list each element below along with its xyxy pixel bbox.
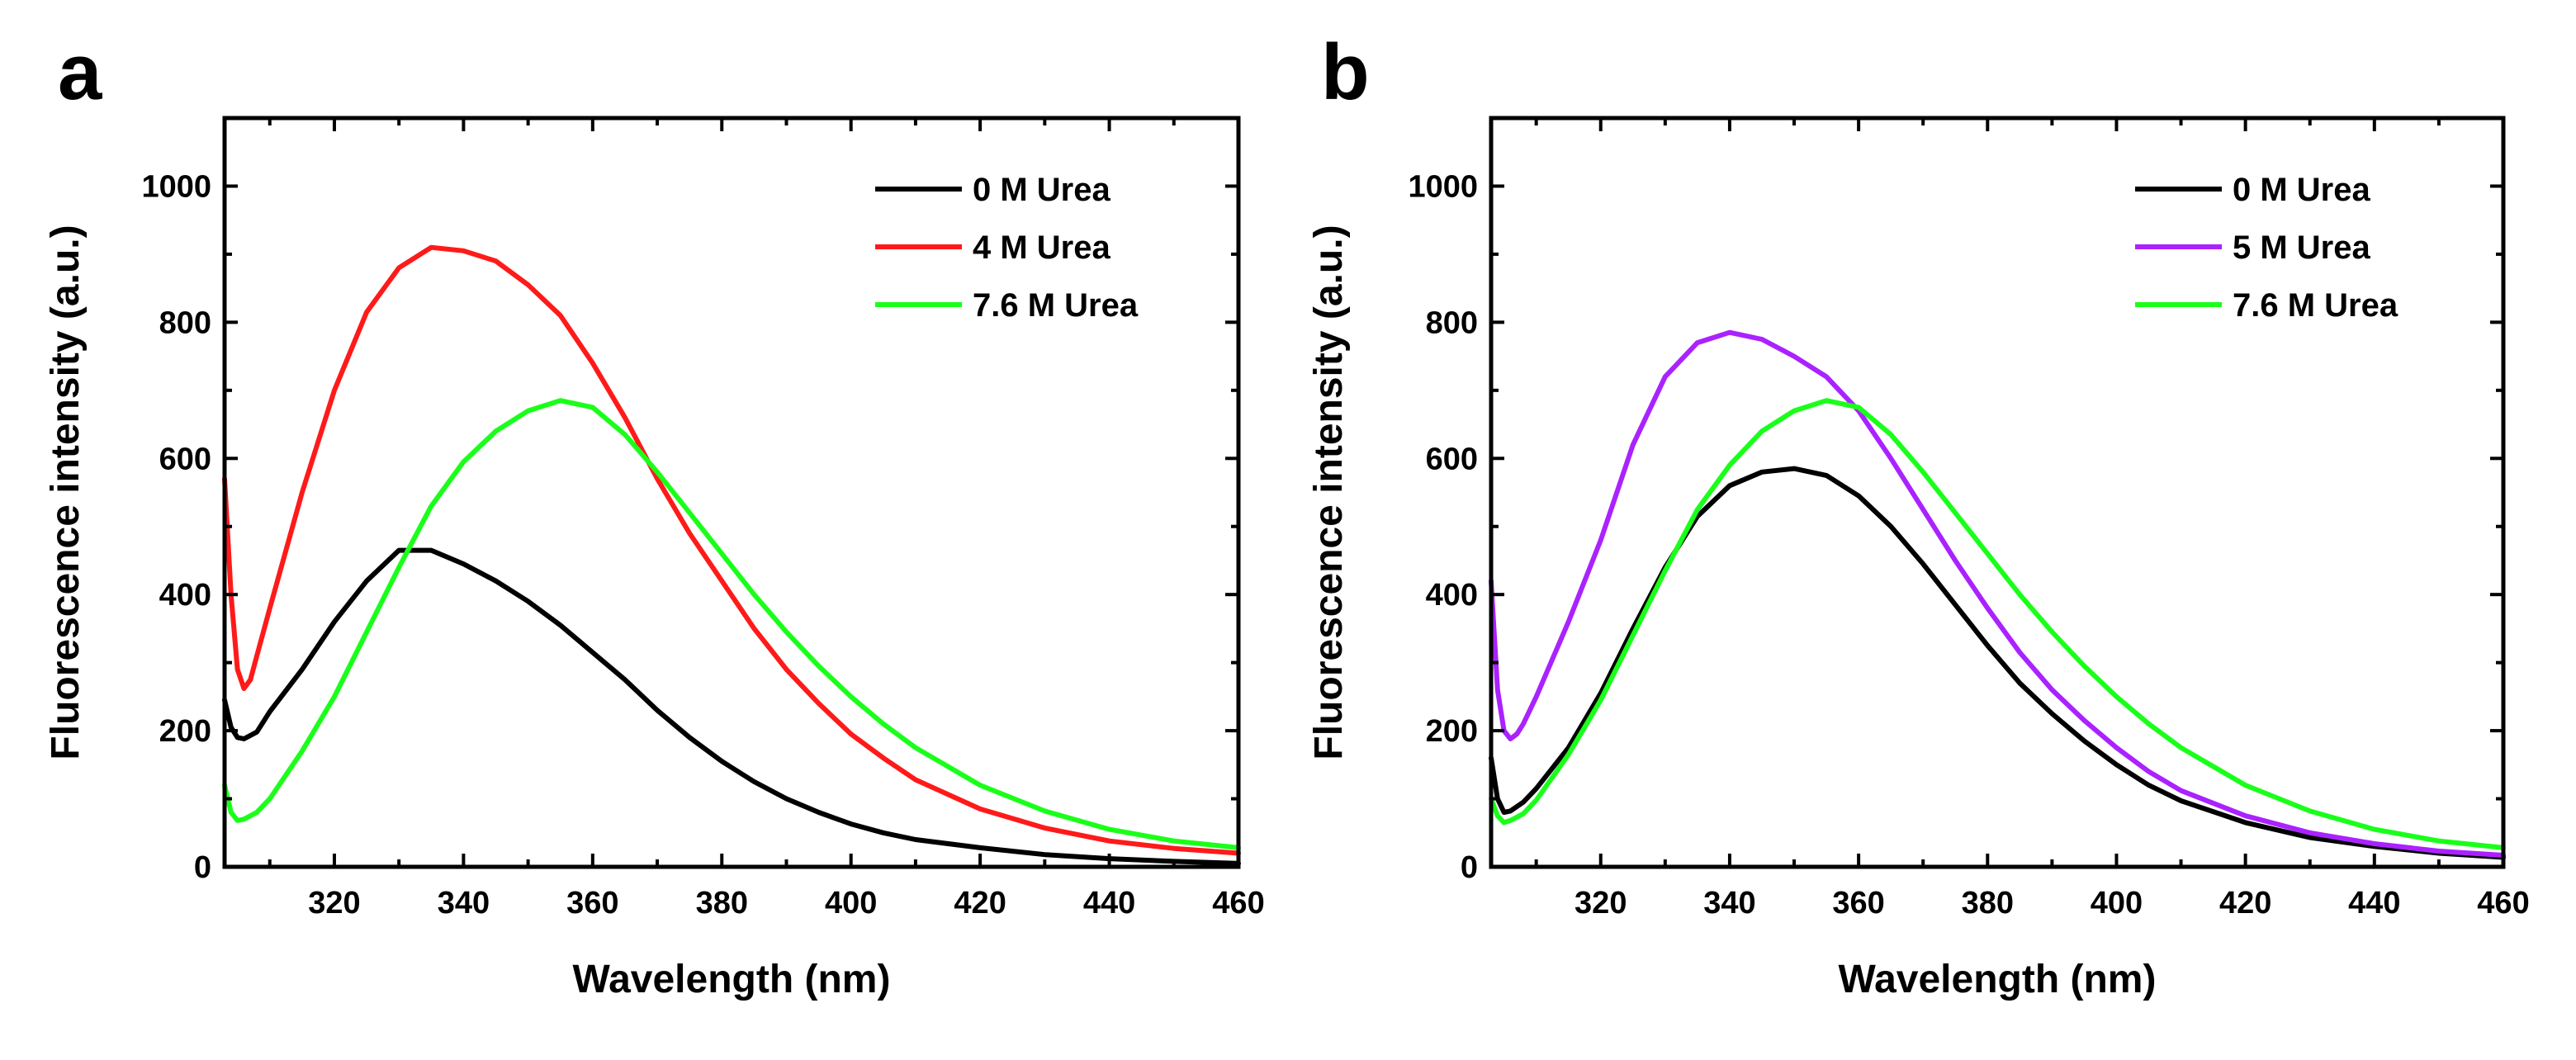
panel-b-x-tick-label: 400 (2091, 886, 2143, 920)
panel-a-x-tick-label: 400 (825, 886, 877, 920)
panel-a-y-tick-label: 0 (194, 850, 211, 885)
panel-b-x-tick-label: 380 (1962, 886, 2014, 920)
panel-a-x-tick-label: 340 (438, 886, 490, 920)
panel-a: a 320 340 360 380 400 420 440 460 0 200 400 600 800 1… (44, 28, 1265, 1001)
panel-a-x-tick-label: 380 (696, 886, 748, 920)
panel-b: b 320 340 360 380 400 420 440 460 0 200 400 600 800 1… (1307, 28, 2530, 1001)
panel-a-x-tick-label: 460 (1212, 886, 1264, 920)
panel-a-legend-label-0: 0 M Urea (973, 172, 1110, 208)
panel-b-letter: b (1321, 28, 1370, 116)
panel-b-legend-label-2: 7.6 M Urea (2233, 287, 2398, 324)
panel-a-x-tick-label: 440 (1083, 886, 1135, 920)
panel-b-series-line-2 (1489, 398, 2506, 850)
panel-b-x-tick-label: 360 (1832, 886, 1884, 920)
panel-b-y-tick-label: 400 (1426, 578, 1478, 613)
panel-b-y-axis-title: Fluorescence intensity (a.u.) (1307, 225, 1351, 760)
panel-b-x-axis-title: Wavelength (nm) (1839, 958, 2157, 1001)
panel-a-y-tick-label: 600 (159, 442, 211, 476)
panel-a-legend-label-1: 4 M Urea (973, 230, 1110, 266)
panel-b-legend-label-0: 0 M Urea (2233, 172, 2370, 208)
panel-a-series-line-1 (222, 244, 1241, 856)
panel-b-axis-frame (1489, 116, 2506, 869)
panel-a-series-line-2 (222, 398, 1241, 850)
panel-a-legend-label-2: 7.6 M Urea (973, 287, 1139, 324)
panel-a-x-tick-label: 360 (566, 886, 618, 920)
panel-b-series-line-1 (1489, 329, 2506, 858)
panel-a-y-tick-label: 1000 (141, 169, 211, 204)
panel-a-y-tick-label: 800 (159, 305, 211, 340)
panel-a-y-axis-title: Fluorescence intensity (a.u.) (44, 225, 88, 760)
panel-a-letter: a (58, 28, 102, 116)
panel-a-x-tick-label: 320 (308, 886, 360, 920)
panel-b-x-tick-label: 340 (1703, 886, 1755, 920)
panel-a-axis-frame (222, 116, 1241, 869)
panel-b-legend: 0 M Urea 5 M Urea 7.6 M Urea (2135, 172, 2398, 324)
panel-b-x-tick-label: 440 (2348, 886, 2400, 920)
panel-a-series-line-0 (222, 547, 1241, 866)
panel-a-legend: 0 M Urea 4 M Urea 7.6 M Urea (875, 172, 1139, 324)
panel-b-series-line-0 (1489, 466, 2506, 860)
panel-b-x-tick-label: 460 (2477, 886, 2529, 920)
panel-b-y-tick-label: 0 (1461, 850, 1478, 885)
panel-b-x-tick-label: 420 (2219, 886, 2271, 920)
panel-a-x-tick-label: 420 (954, 886, 1006, 920)
panel-a-y-tick-label: 200 (159, 714, 211, 749)
panel-b-legend-label-1: 5 M Urea (2233, 230, 2370, 266)
panel-b-y-tick-label: 600 (1426, 442, 1478, 476)
panel-b-y-tick-label: 1000 (1408, 169, 1478, 204)
panel-b-x-tick-label: 320 (1574, 886, 1627, 920)
panel-a-x-axis-title: Wavelength (nm) (573, 958, 891, 1001)
panel-b-y-tick-label: 800 (1426, 305, 1478, 340)
panel-a-y-tick-label: 400 (159, 578, 211, 613)
panel-b-y-tick-label: 200 (1426, 714, 1478, 749)
